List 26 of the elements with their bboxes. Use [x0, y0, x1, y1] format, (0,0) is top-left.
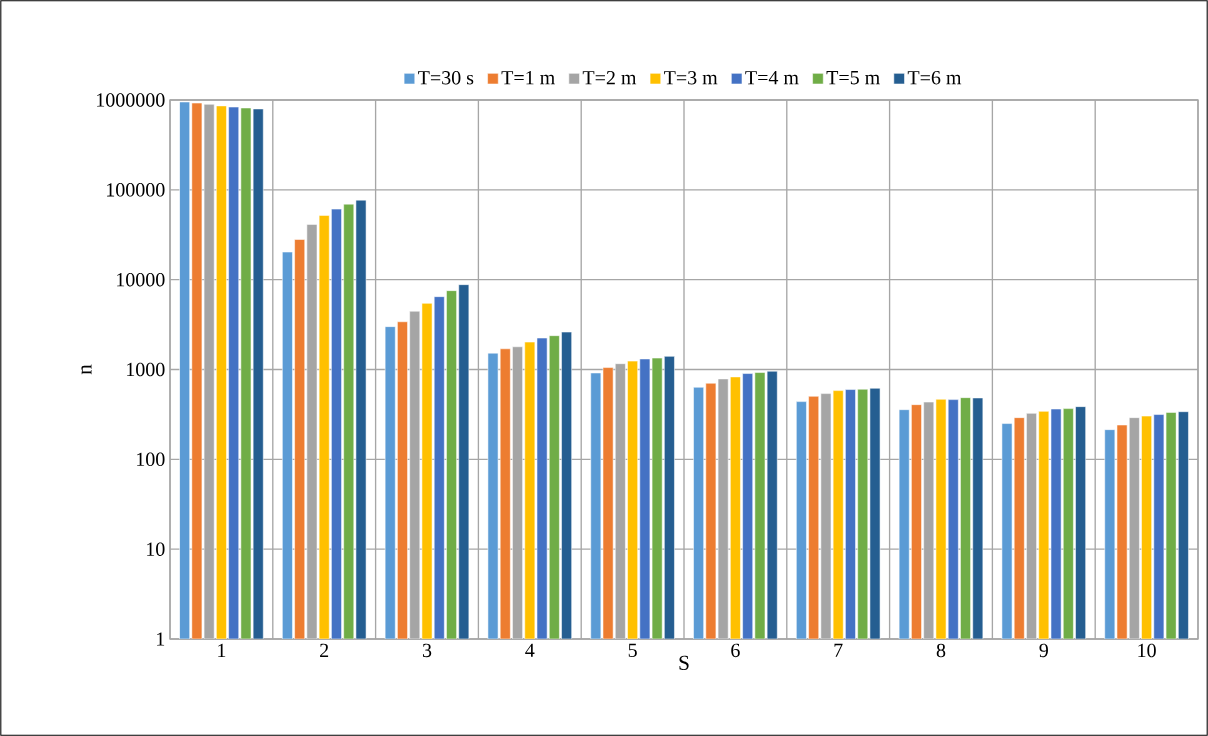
- x-tick-label: 3: [422, 643, 432, 658]
- y-axis-title: n: [81, 364, 92, 375]
- legend-label: T=3 m: [664, 71, 718, 85]
- x-tick-label: 8: [936, 643, 946, 658]
- x-tick-label: 10: [1138, 643, 1156, 658]
- y-tick-label: 10: [147, 542, 165, 556]
- x-tick-label: 1: [218, 643, 226, 657]
- x-axis-title: S: [679, 655, 689, 671]
- legend-label: T=30 s: [418, 71, 474, 85]
- legend-label: T=4 m: [745, 71, 799, 85]
- y-tick-label: 100000: [107, 183, 165, 197]
- legend-label: T=2 m: [582, 71, 637, 85]
- legend-label: T=5 m: [826, 71, 880, 85]
- x-tick-label: 5: [628, 643, 637, 657]
- y-tick-label: 10000: [117, 272, 165, 287]
- x-tick-label: 2: [320, 643, 329, 657]
- y-tick-label: 100: [137, 452, 165, 467]
- x-tick-label: 7: [834, 643, 843, 657]
- y-tick-label: 1000000: [97, 93, 165, 107]
- y-tick-label: 1000: [127, 362, 165, 377]
- x-tick-label: 6: [731, 643, 740, 658]
- legend-label: T=1 m: [501, 71, 555, 85]
- x-tick-label: 9: [1039, 643, 1048, 658]
- y-tick-label: 1: [157, 632, 165, 646]
- x-tick-label: 4: [525, 643, 535, 657]
- legend-label: T=6 m: [907, 71, 962, 85]
